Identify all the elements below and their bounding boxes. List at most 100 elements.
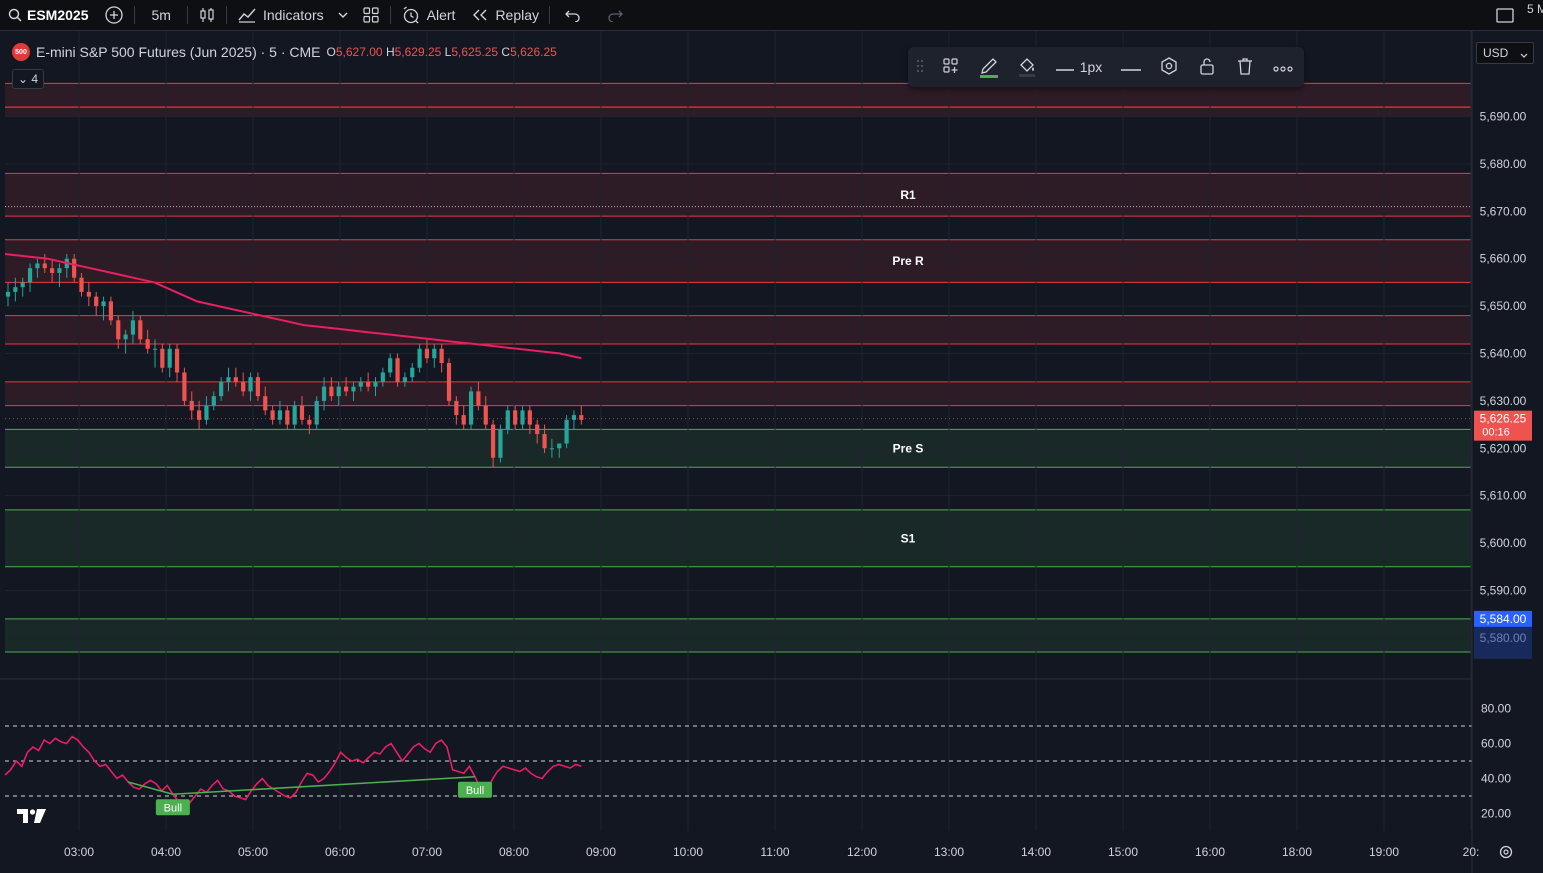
candle-body (72, 258, 77, 278)
candle-body (314, 400, 319, 425)
zone-label: Pre S (893, 441, 924, 455)
candle-body (79, 277, 84, 292)
settings-tool[interactable] (1150, 47, 1188, 87)
candle-body (27, 268, 33, 283)
zone-label: R1 (900, 188, 916, 202)
time-tick-label: 07:00 (412, 845, 442, 859)
lock-tool[interactable] (1188, 47, 1226, 87)
line-width-tool[interactable]: 1px (1046, 47, 1112, 87)
fullscreen-button[interactable] (1483, 0, 1527, 30)
line-style-tool[interactable] (1112, 47, 1150, 87)
legend-title: E-mini S&P 500 Futures (Jun 2025) · 5 · … (36, 44, 321, 60)
osc-tick-label: 40.00 (1481, 772, 1511, 786)
alert-button[interactable]: Alert (393, 0, 464, 30)
candle-body (410, 367, 415, 378)
candle-body (241, 381, 246, 392)
zone-fill (5, 173, 1472, 217)
tradingview-logo-icon (16, 807, 48, 830)
indicators-button[interactable]: Indicators (229, 0, 332, 30)
time-tick-label: 10:00 (673, 845, 703, 859)
legend-close-key: C (501, 45, 511, 59)
chart-type-button[interactable] (190, 0, 224, 30)
candle-body (94, 296, 99, 307)
line-width-icon (1055, 59, 1074, 75)
divider (186, 6, 188, 24)
currency-select[interactable]: USD (1476, 42, 1534, 64)
fill-color-tool[interactable] (1008, 47, 1046, 87)
candle-body (5, 291, 11, 297)
time-tick-label: 20: (1463, 845, 1480, 859)
candle-body (329, 386, 334, 397)
candle-body (395, 358, 400, 382)
candle-body (197, 410, 202, 420)
candle-body (535, 424, 540, 435)
zone-labels: R1 Pre R Pre S S1 (892, 188, 924, 546)
legend-open: 5,627.00 (335, 45, 383, 59)
price-tick-label: 5,650.00 (1480, 299, 1527, 313)
legend-high-key: H (385, 45, 395, 59)
candle-body (57, 268, 62, 273)
candle-body (248, 377, 253, 392)
candle-body (42, 263, 47, 269)
candle-body (255, 377, 260, 397)
compare-button[interactable] (96, 0, 132, 30)
candle-body (380, 372, 385, 382)
candle-body (358, 381, 363, 387)
time-tick-label: 19:00 (1369, 845, 1399, 859)
candle-body (174, 348, 180, 373)
price-tick-label: 5,670.00 (1480, 204, 1527, 218)
lock-icon (1198, 56, 1216, 79)
alert-label: Alert (426, 7, 456, 23)
legend-collapse-button[interactable]: ⌄ 4 (12, 69, 44, 89)
grid (5, 31, 1472, 831)
indicators-dropdown[interactable] (332, 0, 354, 30)
candle-body (86, 291, 91, 297)
time-tick-label: 12:00 (847, 845, 877, 859)
candle-body (483, 405, 488, 425)
candle-body (20, 282, 25, 288)
moving-average-line (4, 253, 582, 360)
price-axis: 5,690.00 5,680.00 5,670.00 5,660.00 5,650.00… (5, 31, 1543, 873)
candle-body (152, 348, 158, 350)
divider (549, 6, 551, 24)
replay-label: Replay (495, 7, 540, 23)
divergence-line (172, 775, 476, 796)
templates-tool[interactable] (932, 47, 970, 87)
pencil-icon (978, 54, 1000, 81)
candle-body (292, 405, 297, 425)
replay-button[interactable]: Replay (463, 0, 547, 30)
chart-area[interactable]: R1 Pre R Pre S S1 Bull Bull 5,690.00 5,680.00… (0, 31, 1543, 873)
indicators-label: Indicators (262, 7, 324, 23)
line-color-tool[interactable] (970, 47, 1008, 87)
bar-countdown: 00:16 (1482, 427, 1510, 439)
drag-handle[interactable] (908, 47, 932, 87)
legend-high: 5,629.25 (394, 45, 442, 59)
candle-body (145, 339, 150, 349)
time-tick-label: 03:00 (64, 845, 94, 859)
candle-body (549, 448, 554, 450)
candle-body (513, 410, 518, 425)
marked-price-band (1474, 626, 1532, 659)
undo-button[interactable] (552, 0, 594, 30)
osc-tick-label: 20.00 (1481, 807, 1511, 821)
interval-button[interactable]: 5m (151, 7, 171, 23)
line-style-icon (1121, 59, 1141, 75)
chart-canvas[interactable]: R1 Pre R Pre S S1 Bull Bull 5,690.00 5,680.00… (0, 31, 1543, 873)
symbol-search[interactable]: ESM2025 (0, 0, 96, 30)
currency-label: USD (1483, 46, 1509, 60)
search-icon (8, 8, 22, 22)
redo-button[interactable] (594, 0, 636, 30)
time-tick-label: 13:00 (934, 845, 964, 859)
candle-body (123, 334, 128, 340)
more-tool[interactable] (1264, 47, 1302, 87)
divider (134, 6, 136, 24)
delete-tool[interactable] (1226, 47, 1264, 87)
candle-body (571, 415, 577, 420)
templates-button[interactable] (354, 0, 388, 30)
legend-low-key: L (444, 45, 452, 59)
candle-body (182, 372, 187, 401)
zone-fill (5, 239, 1472, 283)
zone-fill (5, 618, 1472, 653)
candle-body (388, 358, 393, 373)
time-tick-label: 15:00 (1108, 845, 1138, 859)
